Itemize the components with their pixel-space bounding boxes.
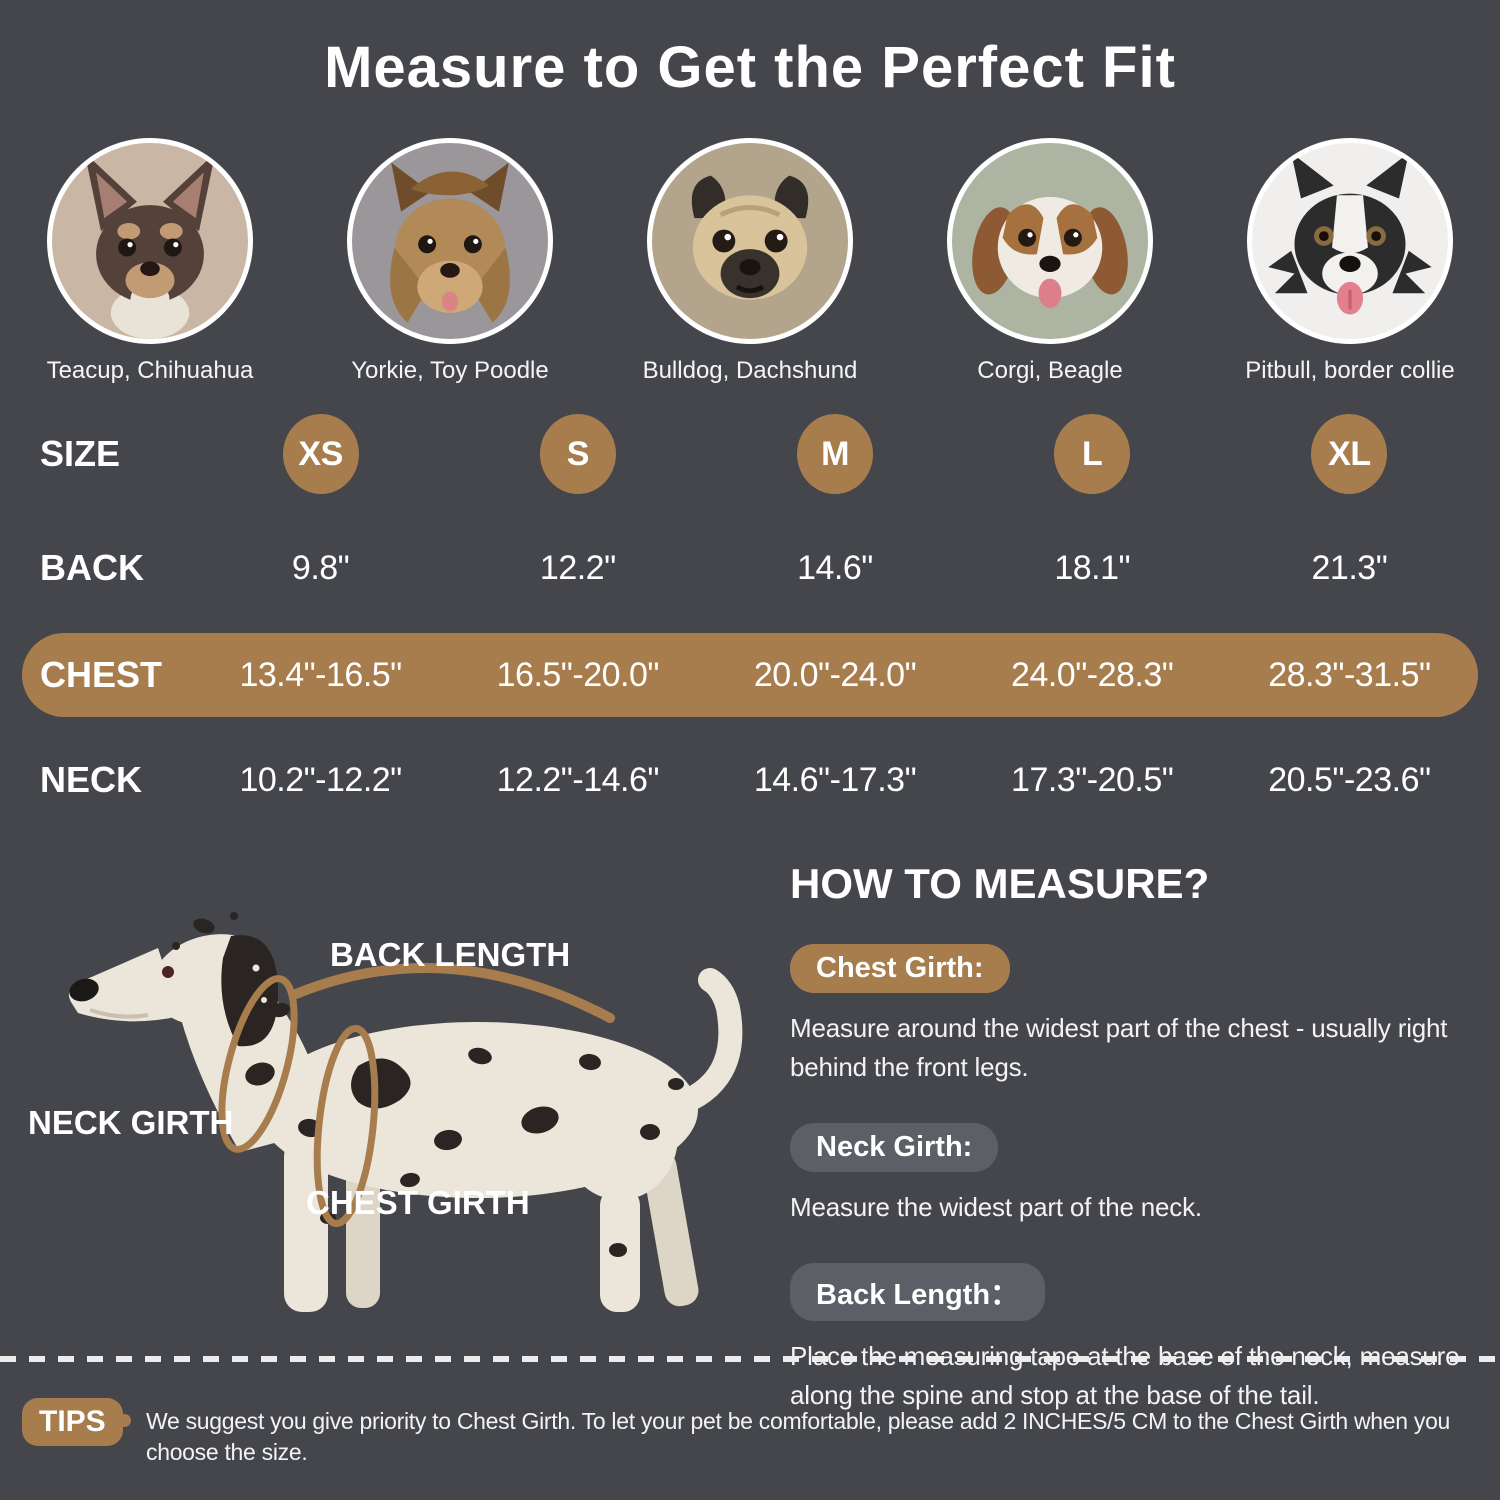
dog-label: Yorkie, Toy Poodle [351, 357, 549, 384]
tips-list: We suggest you give priority to Chest Gi… [118, 1406, 1490, 1500]
dog-breeds-row: Teacup, Chihuahua Yorkie, Toy Poodle [0, 138, 1500, 385]
dog-label: Teacup, Chihuahua [46, 357, 254, 384]
neck-girth-description: Measure the widest part of the neck. [790, 1192, 1202, 1222]
chihuahua-face-icon [84, 152, 216, 339]
table-cell: 21.3" [1311, 548, 1388, 587]
back-length-arc [291, 963, 615, 1023]
back-row: BACK 9.8" 12.2" 14.6" 18.1" 21.3" [22, 538, 1478, 598]
table-cell: L [964, 414, 1221, 494]
table-cell: 16.5"-20.0" [496, 655, 660, 694]
dog-label: Bulldog, Dachshund [642, 357, 858, 384]
pug-face-icon [691, 175, 809, 300]
dog-photo-border-collie [1247, 138, 1453, 344]
table-cell: XS [192, 414, 449, 494]
tip-item: We suggest you give priority to Chest Gi… [118, 1406, 1490, 1468]
dog-cell-border-collie: Pitbull, border collie [1200, 138, 1500, 385]
table-cell: 14.6"-17.3" [753, 760, 917, 799]
neck-row-header: NECK [40, 759, 143, 800]
beagle-face-icon [972, 196, 1128, 308]
dog-photo-beagle [947, 138, 1153, 344]
table-cell: 18.1" [1054, 548, 1131, 587]
tips-badge: TIPS [22, 1398, 123, 1446]
dog-label: Pitbull, border collie [1245, 357, 1455, 384]
back-length-description: Place the measuring tape at the base of … [790, 1341, 1460, 1410]
neck-girth-band [218, 975, 298, 1153]
size-badge-xs: XS [282, 414, 359, 494]
dashed-divider [0, 1356, 1500, 1362]
table-cell: 10.2"-12.2" [239, 760, 402, 799]
dog-cell-chihuahua: Teacup, Chihuahua [0, 138, 300, 385]
table-cell: XL [1221, 414, 1478, 494]
size-row: SIZE XS S M L XL [22, 412, 1478, 496]
dog-photo-pug [647, 138, 853, 344]
page-title: Measure to Get the Perfect Fit [324, 35, 1176, 100]
dog-measurement-diagram: BACK LENGTH NECK GIRTH CHEST GIRTH [28, 888, 752, 1340]
table-cell: 28.3"-31.5" [1268, 655, 1431, 694]
tip-item: If your dog is between two sizes, we sug… [118, 1495, 1490, 1500]
how-to-measure-heading: HOW TO MEASURE? [790, 860, 1210, 907]
back-length-label: BACK LENGTH [330, 936, 571, 973]
table-cell: 20.5"-23.6" [1268, 760, 1431, 799]
tip-text: If your dog is between two sizes, we sug… [146, 1495, 859, 1500]
table-cell: 14.6" [797, 548, 873, 587]
size-badge-xl: XL [1311, 414, 1388, 494]
table-cell: S [449, 414, 706, 494]
tip-text: We suggest you give priority to Chest Gi… [146, 1408, 1451, 1466]
table-cell: 17.3"-20.5" [1011, 760, 1174, 799]
chest-girth-badge: Chest Girth: [790, 944, 1010, 993]
dog-cell-beagle: Corgi, Beagle [900, 138, 1200, 385]
table-cell: 9.8" [291, 548, 350, 587]
dog-label: Corgi, Beagle [977, 357, 1123, 384]
size-badge-l: L [1054, 414, 1131, 494]
how-to-measure-section: HOW TO MEASURE? Chest Girth: Measure aro… [790, 860, 1482, 1415]
table-cell: M [706, 414, 963, 494]
table-cell: 12.2" [539, 548, 616, 587]
table-cell: 20.0"-24.0" [753, 655, 917, 694]
chest-girth-band [313, 1024, 379, 1228]
back-row-header: BACK [40, 547, 144, 588]
chest-row-highlighted: CHEST 13.4"-16.5" 16.5"-20.0" 20.0"-24.0… [22, 633, 1478, 717]
dalmatian-illustration [68, 912, 743, 1312]
neck-girth-badge: Neck Girth: [790, 1123, 999, 1172]
chest-girth-label: CHEST GIRTH [306, 1184, 530, 1221]
table-cell: 24.0"-28.3" [1011, 655, 1174, 694]
dog-photo-chihuahua [47, 138, 253, 344]
yorkie-face-icon [390, 162, 510, 323]
dog-photo-yorkie [347, 138, 553, 344]
chest-girth-description: Measure around the widest part of the ch… [790, 1013, 1448, 1082]
neck-girth-label: NECK GIRTH [28, 1104, 234, 1141]
size-badge-m: M [796, 414, 873, 494]
size-badge-s: S [539, 414, 616, 494]
dog-cell-yorkie: Yorkie, Toy Poodle [300, 138, 600, 385]
size-row-header: SIZE [40, 433, 121, 474]
table-cell: 12.2"-14.6" [496, 760, 660, 799]
bullet-dot-icon [118, 1414, 131, 1427]
back-length-badge: Back Length： [790, 1263, 1046, 1321]
dog-cell-pug: Bulldog, Dachshund [600, 138, 900, 385]
dalmatian-spots [172, 912, 684, 1257]
table-cell: 13.4"-16.5" [239, 655, 402, 694]
border-collie-face-icon [1268, 152, 1432, 315]
chest-row-header: CHEST [40, 654, 163, 695]
neck-row: NECK 10.2"-12.2" 12.2"-14.6" 14.6"-17.3"… [22, 750, 1478, 810]
